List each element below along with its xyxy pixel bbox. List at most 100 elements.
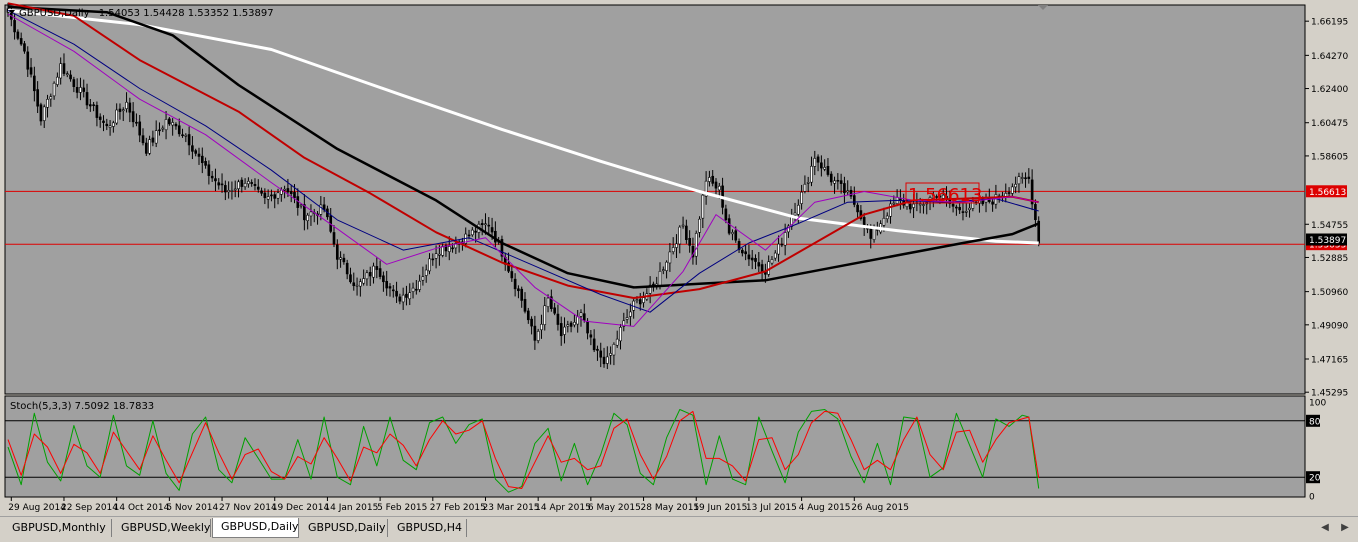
chart-tab-1[interactable]: GBPUSD,Weekly <box>113 519 211 537</box>
candle <box>757 251 761 273</box>
candle <box>556 304 560 331</box>
candle <box>352 272 356 291</box>
candle <box>424 264 428 283</box>
chart-tab-2[interactable]: GBPUSD,Daily <box>212 518 299 538</box>
candle <box>98 113 102 128</box>
candle <box>523 292 527 314</box>
chart-tab-4[interactable]: GBPUSD,H4 <box>389 519 467 537</box>
candle <box>820 155 823 177</box>
candle <box>200 147 204 174</box>
stoch-pane[interactable] <box>4 395 1306 498</box>
candle <box>29 58 33 78</box>
y-tick-label: 1.47165 <box>1311 356 1348 366</box>
candle <box>569 321 573 333</box>
candle <box>744 245 747 261</box>
scroll-right-icon[interactable]: ▶ <box>1341 522 1349 533</box>
x-tick-label: 27 Nov 2014 <box>219 503 277 513</box>
candle <box>42 104 46 128</box>
candle <box>82 79 86 98</box>
candle <box>151 130 155 147</box>
candle <box>803 175 807 194</box>
price-pane[interactable] <box>4 4 1306 395</box>
candle <box>612 342 616 366</box>
candle <box>563 317 566 344</box>
candle <box>306 212 309 230</box>
candle <box>355 277 359 296</box>
candle <box>596 345 599 361</box>
candle <box>573 314 576 328</box>
candle <box>375 257 379 279</box>
x-tick-label: 4 Aug 2015 <box>799 503 851 513</box>
candle <box>885 212 889 223</box>
svg-text:1.56613: 1.56613 <box>1309 188 1346 198</box>
candle <box>431 253 435 266</box>
chart-tab-3[interactable]: GBPUSD,Daily <box>300 519 388 537</box>
candle <box>187 126 191 156</box>
candle <box>513 273 517 297</box>
candle <box>754 254 757 270</box>
candle <box>335 239 339 270</box>
candle <box>415 279 418 295</box>
candle <box>247 177 250 188</box>
candle <box>62 53 66 77</box>
x-tick-label: 28 May 2015 <box>641 503 700 513</box>
candle <box>102 115 105 132</box>
candle <box>174 122 178 130</box>
stoch-scale-label: 80 <box>1309 417 1321 427</box>
candle <box>961 202 965 221</box>
x-tick-label: 5 Nov 2014 <box>166 503 218 513</box>
price-label-0: 1.56613 <box>1306 185 1347 198</box>
chart-tab-bar: ◀ ▶ GBPUSD,Monthly GBPUSD,Weekly GBPUSD,Da… <box>0 516 1358 542</box>
candle <box>243 178 247 190</box>
candle <box>550 289 553 312</box>
candle <box>540 314 543 339</box>
y-tick-label: 1.58605 <box>1311 152 1348 162</box>
scroll-left-icon[interactable]: ◀ <box>1321 522 1329 533</box>
candle <box>800 184 803 210</box>
candle <box>1034 199 1037 227</box>
candle <box>599 342 603 368</box>
candle <box>533 315 537 350</box>
candle <box>418 274 421 293</box>
candle <box>382 271 385 292</box>
shift-marker-icon[interactable] <box>1038 5 1048 10</box>
candle <box>602 347 606 368</box>
candle <box>454 236 458 255</box>
candle <box>92 101 95 112</box>
chevron-down-icon[interactable] <box>9 10 15 14</box>
candle <box>65 71 69 78</box>
candle <box>609 346 612 365</box>
candle <box>75 78 79 99</box>
candle <box>131 102 135 128</box>
x-tick-label: 29 Aug 2014 <box>8 503 66 513</box>
candle <box>665 260 668 279</box>
svg-text:1.53633: 1.53633 <box>1309 241 1346 251</box>
candle <box>536 328 540 344</box>
candle <box>128 97 132 123</box>
candle <box>260 187 263 196</box>
candle <box>517 285 520 299</box>
price-label-2: 1.53897 <box>1306 233 1347 246</box>
candle <box>217 178 221 190</box>
candle <box>250 179 254 187</box>
candle <box>141 128 145 146</box>
candle <box>750 249 754 270</box>
candle <box>164 111 168 140</box>
candle <box>270 189 273 202</box>
chart-canvas[interactable]: 1.66195 1.64270 1.62400 1.60475 1.58605 1.547… <box>0 0 1358 516</box>
candle <box>470 227 474 237</box>
chart-tab-0[interactable]: GBPUSD,Monthly <box>4 519 112 537</box>
y-tick-label: 1.54755 <box>1311 221 1348 231</box>
candle <box>813 150 817 176</box>
x-tick-label: 14 Apr 2015 <box>535 503 591 513</box>
candle <box>108 120 112 136</box>
candle <box>661 266 665 275</box>
candle <box>89 98 92 112</box>
quotes-label: 1.54053 1.54428 1.53352 1.53897 <box>99 8 274 19</box>
candle <box>724 204 728 224</box>
x-tick-label: 13 Jul 2015 <box>746 503 797 513</box>
candle <box>543 297 547 331</box>
candle <box>194 148 198 157</box>
moving-average-2 <box>7 2 1039 299</box>
